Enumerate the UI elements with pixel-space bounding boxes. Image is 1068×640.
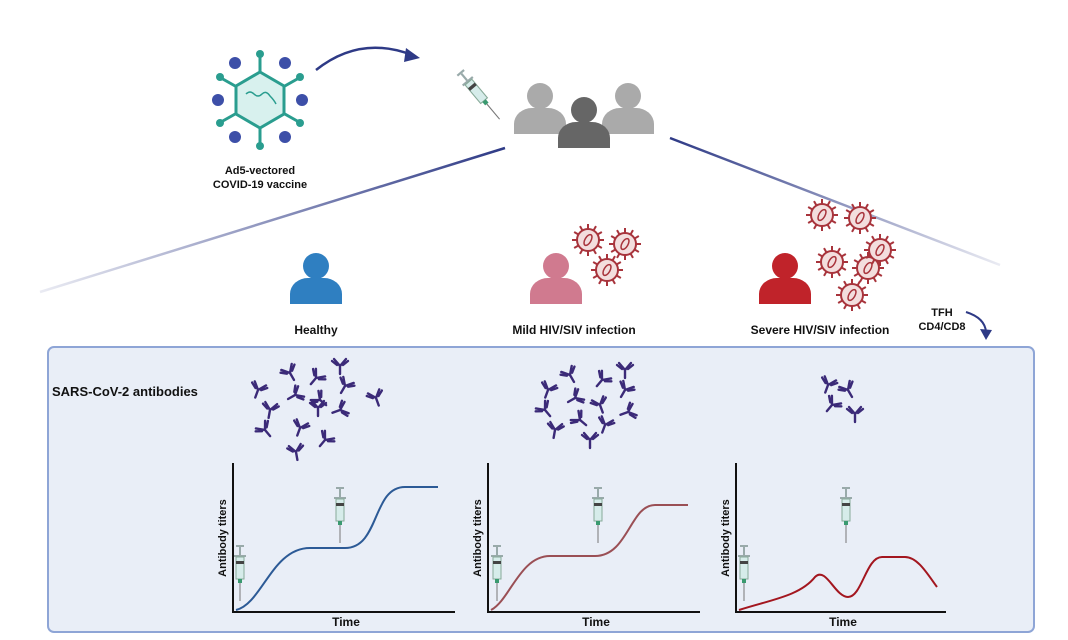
antibody-icon: [279, 362, 296, 382]
antibody-icon: [837, 379, 854, 399]
chart-axes: [735, 463, 946, 613]
antibody-icon: [595, 369, 613, 388]
hiv-virus-icon: [836, 279, 868, 311]
branch-line-right: [669, 136, 1001, 267]
antibody-icon: [339, 375, 356, 395]
vaccine-label-line1: Ad5-vectored: [225, 165, 295, 177]
antibody-icon: [825, 394, 843, 413]
chart-axes: [487, 463, 700, 613]
branch-line-left: [39, 146, 506, 294]
antibody-icon: [619, 401, 638, 420]
antibody-icon: [292, 418, 311, 437]
titer-curve: [738, 556, 938, 611]
antibody-icon: [619, 379, 636, 399]
antibody-icon: [615, 361, 635, 380]
antibody-icon: [309, 367, 327, 386]
y-axis-label: Antibody titers: [217, 499, 229, 577]
antibody-icon: [845, 405, 865, 424]
antibody-icon: [308, 399, 328, 418]
hiv-virus-icon: [844, 202, 876, 234]
antibody-icon: [597, 415, 616, 434]
antibodies-label: SARS-CoV-2 antibodies: [52, 384, 198, 399]
antibody-icon: [534, 399, 552, 418]
antibody-icon: [589, 395, 608, 414]
hiv-virus-icon: [864, 234, 896, 266]
hiv-virus-icon: [591, 254, 623, 286]
x-axis-label: Time: [582, 615, 610, 629]
titer-curve: [235, 486, 438, 611]
titer-curve: [490, 504, 688, 611]
antibody-icon: [559, 364, 576, 384]
antibody-icon: [250, 380, 269, 399]
antibody-icon: [330, 357, 350, 376]
arrow-head-icon: [980, 329, 992, 340]
antibody-icon: [566, 387, 586, 404]
mild-person-icon: [530, 253, 582, 304]
antibody-icon: [286, 384, 306, 401]
antibody-titer-chart: Antibody titers Time: [217, 463, 455, 629]
hiv-virus-icon: [609, 228, 641, 260]
arrow-head-icon: [404, 48, 420, 62]
chart-axes: [232, 463, 455, 613]
adenovirus-icon: [212, 50, 308, 150]
antibody-icon: [318, 429, 336, 448]
antibody-icon: [820, 375, 839, 394]
healthy-person-icon: [290, 253, 342, 304]
y-axis-label: Antibody titers: [720, 499, 732, 577]
antibody-titer-chart: Antibody titers Time: [720, 463, 946, 629]
hiv-virus-icon: [572, 224, 604, 256]
tcell-label-cd4-cd8: CD4/CD8: [918, 321, 965, 333]
syringe-icon: [454, 67, 506, 124]
y-axis-label: Antibody titers: [472, 499, 484, 577]
antibody-icon: [569, 409, 588, 427]
group-label-mild: Mild HIV/SIV infection: [512, 323, 635, 337]
arrow-vaccine-to-syringe: [315, 46, 413, 71]
hiv-virus-icon: [816, 246, 848, 278]
decrease-arrow-icon: [965, 311, 987, 333]
tcell-label-tfh: TFH: [931, 307, 952, 319]
vaccine-label-line2: COVID-19 vaccine: [213, 179, 307, 191]
antibody-icon: [261, 400, 280, 420]
antibody-icon: [546, 420, 565, 440]
antibody-icon: [540, 380, 559, 399]
population-icon: [514, 83, 654, 148]
severe-person-icon: [759, 253, 811, 304]
antibody-response-panel: [47, 346, 1035, 633]
group-label-severe: Severe HIV/SIV infection: [751, 323, 890, 337]
x-axis-label: Time: [829, 615, 857, 629]
antibody-icon: [286, 442, 305, 462]
antibody-icon: [309, 389, 328, 407]
x-axis-label: Time: [332, 615, 360, 629]
antibody-icon: [331, 399, 350, 418]
antibody-icon: [580, 431, 600, 450]
group-label-healthy: Healthy: [294, 323, 338, 337]
antibody-icon: [365, 388, 384, 407]
antibody-titer-chart: Antibody titers Time: [472, 463, 700, 629]
hiv-virus-icon: [806, 199, 838, 231]
antibody-icon: [254, 419, 272, 438]
